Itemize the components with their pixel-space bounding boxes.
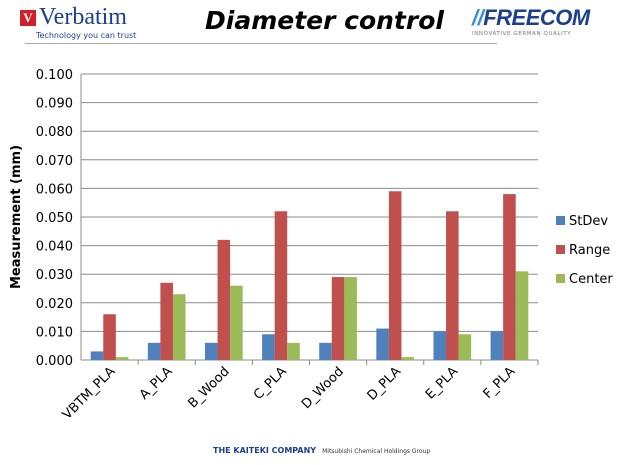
x-tick-label: D_PLA [365,364,405,404]
bar-stdev [490,331,504,360]
x-tick-label: B_Wood [185,364,232,411]
legend-swatch-center [556,274,565,283]
x-tick-label: A_PLA [137,364,176,403]
y-tick-label: 0.070 [36,154,73,169]
bar-stdev [204,342,218,360]
x-tick-label: E_PLA [423,364,461,402]
bar-center [115,357,129,360]
legend-label-range: Range [569,243,610,258]
page-title: Diameter control [205,6,444,35]
y-tick-label: 0.030 [36,268,73,283]
bar-stdev [90,351,104,360]
bar-stdev [262,334,275,360]
y-tick-label: 0.090 [36,97,73,112]
bar-range [103,314,116,360]
verbatim-name: Verbatim [39,4,127,30]
bar-stdev [147,342,161,360]
footer-group: Mitsubishi Chemical Holdings Group [322,448,431,455]
bar-range [274,211,288,360]
freecom-name: FREECOM [483,5,590,30]
footer-company: THE KAITEKI COMPANY [213,446,317,455]
bar-range [331,277,345,360]
bar-center [515,271,529,360]
y-tick-label: 0.000 [36,354,73,369]
bar-stdev [319,342,332,360]
legend-label-stdev: StDev [569,214,608,229]
y-tick-label: 0.040 [36,240,73,255]
bar-center [458,334,472,360]
verbatim-v-icon: V [20,9,36,26]
verbatim-tagline: Technology you can trust [36,31,137,40]
bar-range [446,211,459,360]
x-tick-label: D_Wood [299,364,347,412]
bar-center [344,277,357,360]
y-tick-label: 0.020 [36,297,73,312]
x-tick-label: C_PLA [251,364,290,403]
footer: THE KAITEKI COMPANY Mitsubishi Chemical H… [213,446,430,455]
y-tick-label: 0.100 [36,68,73,83]
bar-center [401,357,415,360]
header-divider [25,43,497,44]
y-tick-label: 0.050 [36,211,73,226]
verbatim-logo: V Verbatim Technology you can trust [20,4,136,40]
bar-stdev [376,328,389,360]
y-tick-label: 0.060 [36,182,73,197]
legend-label-center: Center [569,272,613,287]
bar-center [230,285,243,360]
freecom-logo: //FREECOM INNOVATIVE GERMAN QUALITY [472,5,590,37]
bar-center [172,294,186,360]
bar-stdev [433,331,447,360]
legend-swatch-stdev [556,216,565,225]
bar-range [160,282,173,360]
freecom-tagline: INNOVATIVE GERMAN QUALITY [472,31,572,37]
bar-center [287,342,300,360]
y-axis-label: Measurement (mm) [9,145,24,289]
x-tick-label: VBTM_PLA [60,364,119,423]
bar-range [388,191,402,360]
bar-range [217,239,231,360]
legend-swatch-range [556,245,565,254]
bar-range [503,194,516,360]
y-tick-label: 0.080 [36,125,73,140]
y-tick-label: 0.010 [36,325,73,340]
x-tick-label: F_PLA [481,364,519,402]
